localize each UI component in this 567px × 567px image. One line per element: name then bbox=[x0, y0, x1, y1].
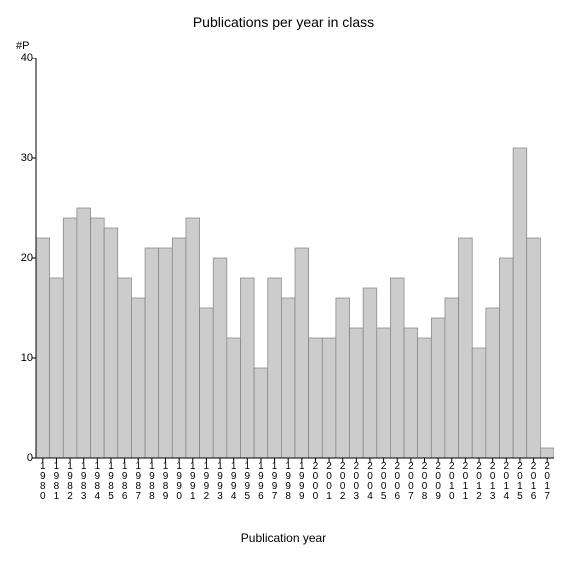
bar bbox=[527, 238, 541, 458]
x-tick-label: 1991 bbox=[188, 462, 198, 502]
bar bbox=[336, 298, 350, 458]
bar bbox=[213, 258, 227, 458]
bar bbox=[63, 218, 77, 458]
bar bbox=[499, 258, 513, 458]
bar bbox=[131, 298, 145, 458]
bar bbox=[322, 338, 336, 458]
bar bbox=[309, 338, 323, 458]
x-tick-label: 2001 bbox=[324, 462, 334, 502]
bar bbox=[36, 238, 50, 458]
chart-title: Publications per year in class bbox=[0, 14, 567, 30]
x-tick-label: 2004 bbox=[365, 462, 375, 502]
y-tick-label: 20 bbox=[3, 252, 33, 264]
x-tick-label: 2012 bbox=[474, 462, 484, 502]
bar bbox=[295, 248, 309, 458]
x-tick-label: 1990 bbox=[174, 462, 184, 502]
y-axis-label: #P bbox=[16, 40, 29, 52]
x-tick-label: 1993 bbox=[215, 462, 225, 502]
x-tick-label: 2009 bbox=[433, 462, 443, 502]
x-tick-label: 2000 bbox=[310, 462, 320, 502]
bar bbox=[281, 298, 295, 458]
x-tick-label: 1985 bbox=[106, 462, 116, 502]
bar bbox=[240, 278, 254, 458]
x-tick-label: 1989 bbox=[161, 462, 171, 502]
bar bbox=[200, 308, 214, 458]
bar bbox=[91, 218, 105, 458]
x-tick-label: 2002 bbox=[338, 462, 348, 502]
bar bbox=[50, 278, 64, 458]
x-tick-label: 2013 bbox=[488, 462, 498, 502]
x-tick-label: 1994 bbox=[229, 462, 239, 502]
x-tick-label: 1980 bbox=[38, 462, 48, 502]
bar bbox=[363, 288, 377, 458]
bar bbox=[404, 328, 418, 458]
chart-container: Publications per year in class #P Public… bbox=[0, 0, 567, 567]
bar bbox=[268, 278, 282, 458]
bar bbox=[390, 278, 404, 458]
bar bbox=[459, 238, 473, 458]
x-tick-label: 2017 bbox=[542, 462, 552, 502]
bar bbox=[350, 328, 364, 458]
bar bbox=[513, 148, 527, 458]
bar bbox=[145, 248, 159, 458]
chart-svg bbox=[31, 58, 554, 463]
x-tick-label: 1982 bbox=[65, 462, 75, 502]
x-axis-label: Publication year bbox=[0, 531, 567, 545]
x-tick-label: 2014 bbox=[501, 462, 511, 502]
bar bbox=[377, 328, 391, 458]
x-tick-label: 1995 bbox=[242, 462, 252, 502]
x-tick-label: 2016 bbox=[529, 462, 539, 502]
x-tick-label: 2003 bbox=[351, 462, 361, 502]
bar bbox=[472, 348, 486, 458]
y-tick-label: 0 bbox=[3, 452, 33, 464]
bar bbox=[118, 278, 132, 458]
x-tick-label: 1998 bbox=[283, 462, 293, 502]
bar bbox=[172, 238, 186, 458]
y-tick-label: 10 bbox=[3, 352, 33, 364]
x-tick-label: 1987 bbox=[133, 462, 143, 502]
bar bbox=[445, 298, 459, 458]
bar bbox=[418, 338, 432, 458]
y-tick-label: 30 bbox=[3, 152, 33, 164]
bar bbox=[104, 228, 118, 458]
x-tick-label: 1996 bbox=[256, 462, 266, 502]
x-tick-label: 1997 bbox=[270, 462, 280, 502]
bar bbox=[486, 308, 500, 458]
x-tick-label: 1988 bbox=[147, 462, 157, 502]
x-tick-label: 1981 bbox=[51, 462, 61, 502]
y-tick-label: 40 bbox=[3, 52, 33, 64]
bar bbox=[186, 218, 200, 458]
x-tick-label: 2015 bbox=[515, 462, 525, 502]
x-tick-label: 1983 bbox=[79, 462, 89, 502]
x-tick-label: 2011 bbox=[460, 462, 470, 502]
bar bbox=[77, 208, 91, 458]
x-tick-label: 1984 bbox=[92, 462, 102, 502]
bar bbox=[431, 318, 445, 458]
bar bbox=[254, 368, 268, 458]
x-tick-label: 2005 bbox=[379, 462, 389, 502]
x-tick-label: 2006 bbox=[392, 462, 402, 502]
x-tick-label: 2008 bbox=[420, 462, 430, 502]
x-tick-label: 2007 bbox=[406, 462, 416, 502]
x-tick-label: 1992 bbox=[201, 462, 211, 502]
bar bbox=[540, 448, 554, 458]
x-tick-label: 2010 bbox=[447, 462, 457, 502]
bar bbox=[227, 338, 241, 458]
plot-area bbox=[36, 58, 554, 458]
x-tick-label: 1999 bbox=[297, 462, 307, 502]
bar bbox=[159, 248, 173, 458]
x-tick-label: 1986 bbox=[120, 462, 130, 502]
